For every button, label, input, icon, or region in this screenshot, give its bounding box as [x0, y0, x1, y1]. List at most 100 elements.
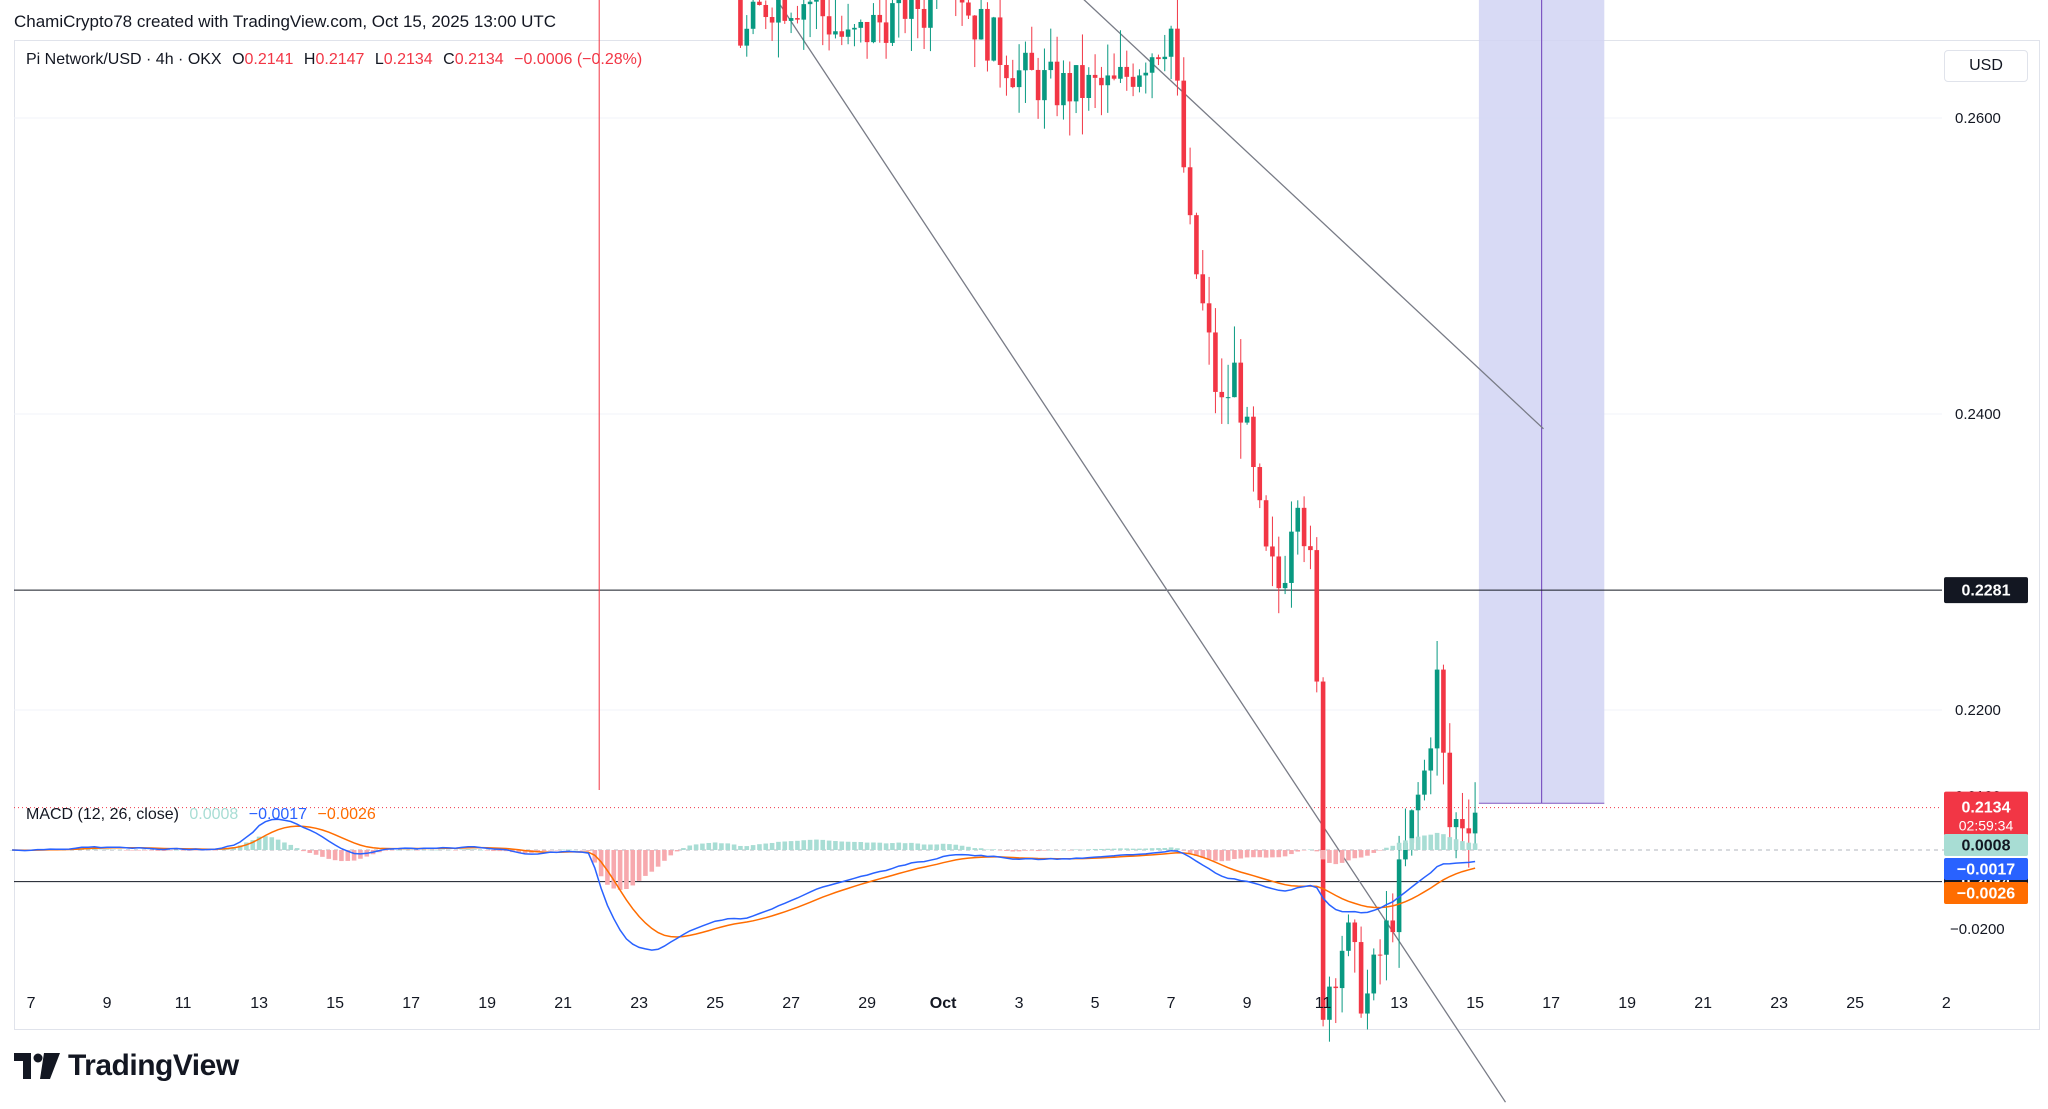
candle-body — [820, 0, 826, 17]
macd-histogram-bar — [212, 850, 218, 851]
candle-body — [915, 0, 921, 9]
macd-histogram-bar — [1333, 850, 1339, 865]
macd-histogram-bar — [1054, 850, 1060, 851]
candle-body — [763, 4, 769, 18]
macd-histogram-bar — [1339, 850, 1345, 863]
macd-histogram-bar — [579, 850, 585, 851]
macd-histogram-bar — [928, 844, 933, 850]
candle-body — [1067, 73, 1073, 102]
candle-body — [1061, 73, 1066, 106]
macd-histogram-bar — [1061, 849, 1066, 851]
macd-histogram-bar — [149, 850, 154, 851]
macd-histogram-bar — [491, 850, 496, 852]
macd-histogram-bar — [92, 848, 97, 850]
candle-body — [1086, 74, 1092, 99]
macd-histogram-bar — [383, 850, 389, 851]
candle-body — [1175, 28, 1180, 81]
time-axis-label: 3 — [1015, 995, 1024, 1012]
macd-histogram-bar — [693, 844, 699, 850]
candle-body — [801, 4, 807, 20]
macd-histogram-bar — [978, 848, 984, 850]
chart-frame[interactable] — [14, 40, 2040, 1030]
macd-histogram-bar — [617, 850, 623, 890]
macd-histogram-bar — [123, 850, 129, 851]
macd-histogram-bar — [915, 843, 921, 850]
macd-histogram-bar — [1004, 850, 1009, 851]
macd-signal-value: −0.0026 — [317, 806, 376, 823]
macd-histogram-bar — [985, 849, 990, 851]
currency-button[interactable]: USD — [1944, 50, 2028, 82]
macd-histogram-bar — [1156, 848, 1161, 850]
macd-histogram-bar — [845, 841, 851, 850]
candle-body — [1137, 75, 1142, 87]
macd-histogram-bar — [719, 843, 724, 850]
candle-body — [1124, 66, 1130, 77]
macd-histogram-bar — [1023, 850, 1028, 851]
time-axis-label: 9 — [103, 995, 112, 1012]
candle-body — [757, 1, 762, 5]
macd-histogram-bar — [301, 850, 306, 852]
candle-body — [877, 14, 883, 23]
candle-body — [1023, 52, 1028, 71]
tradingview-logo[interactable]: TradingView — [14, 1046, 239, 1086]
candle-body — [1054, 61, 1060, 106]
time-axis-label: 5 — [1091, 995, 1100, 1012]
candle-body — [1225, 397, 1231, 399]
candle-body — [1314, 550, 1320, 682]
candle-body — [1301, 507, 1307, 547]
macd-histogram-bar — [744, 846, 750, 850]
candle-body — [902, 0, 908, 19]
close-value: 0.2134 — [454, 51, 504, 68]
macd-histogram-bar — [339, 850, 344, 862]
macd-histogram-bar — [1143, 848, 1149, 850]
macd-histogram-bar — [1441, 834, 1446, 850]
macd-histogram-bar — [1181, 850, 1187, 851]
macd-histogram-bar — [1200, 850, 1206, 858]
macd-histogram-bar — [1092, 848, 1098, 850]
macd-histogram-bar — [674, 850, 680, 852]
candle-body — [1371, 954, 1377, 994]
macd-title: MACD (12, 26, close) — [26, 806, 179, 823]
macd-histogram-bar — [902, 843, 908, 850]
macd-histogram-bar — [890, 843, 895, 850]
macd-histogram-bar — [484, 850, 490, 851]
macd-histogram-bar — [820, 839, 826, 850]
macd-histogram-bar — [605, 850, 610, 885]
macd-badge-bg — [1944, 858, 2028, 880]
candle-body — [1181, 80, 1187, 168]
candle-body — [1016, 70, 1022, 88]
macd-histogram-bar — [288, 844, 294, 850]
high-label: H — [303, 51, 316, 68]
time-axis-label: 7 — [1167, 995, 1176, 1012]
candle-body — [1219, 391, 1225, 398]
macd-histogram-bar — [244, 842, 249, 850]
macd-histogram-bar — [883, 843, 889, 850]
macd-histogram-bar — [1111, 848, 1117, 850]
descending-channel — [776, 0, 1544, 1103]
macd-histogram-bar — [1073, 849, 1079, 850]
candle-body — [1365, 993, 1370, 1014]
candle-body — [1453, 819, 1459, 828]
macd-histogram-bar — [1244, 850, 1250, 858]
macd-histogram-bar — [655, 850, 661, 867]
macd-histogram-bar — [1149, 848, 1155, 850]
macd-histogram-bar — [206, 850, 211, 851]
high-value: 0.2147 — [315, 51, 365, 68]
macd-histogram-bar — [649, 850, 655, 872]
candle-body — [1346, 922, 1351, 951]
candle-body — [1276, 556, 1282, 589]
macd-histogram-bar — [446, 849, 452, 851]
macd-histogram-bar — [1029, 850, 1035, 851]
candle-body — [738, 0, 743, 46]
macd-histogram-bar — [1067, 850, 1073, 851]
macd-histogram-bar — [1365, 850, 1370, 856]
macd-histogram-bar — [1453, 839, 1459, 850]
macd-histogram-bar — [1428, 834, 1434, 850]
macd-histogram-bar — [624, 850, 629, 890]
time-axis-label: 2 — [1942, 995, 1951, 1012]
macd-histogram-bar — [503, 850, 509, 852]
candle-body — [782, 0, 788, 21]
candle-body — [826, 16, 832, 35]
macd-histogram-bar — [560, 849, 566, 851]
